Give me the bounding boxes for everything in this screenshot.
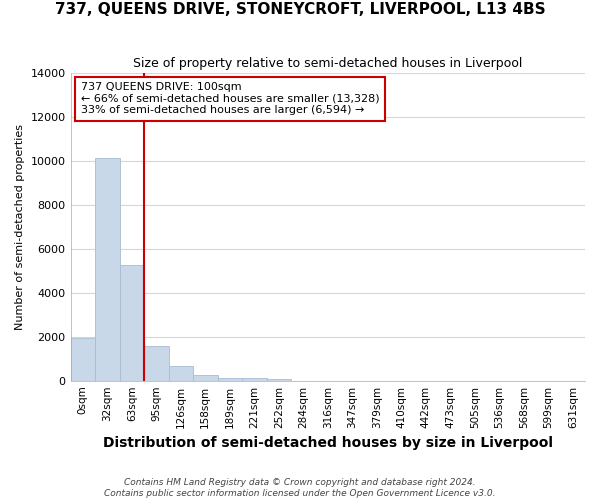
Y-axis label: Number of semi-detached properties: Number of semi-detached properties bbox=[15, 124, 25, 330]
X-axis label: Distribution of semi-detached houses by size in Liverpool: Distribution of semi-detached houses by … bbox=[103, 436, 553, 450]
Bar bbox=[95, 158, 119, 380]
Bar bbox=[119, 264, 144, 380]
Bar bbox=[242, 378, 266, 380]
Text: Contains HM Land Registry data © Crown copyright and database right 2024.
Contai: Contains HM Land Registry data © Crown c… bbox=[104, 478, 496, 498]
Bar bbox=[193, 375, 218, 380]
Bar bbox=[71, 338, 95, 380]
Bar bbox=[169, 366, 193, 380]
Title: Size of property relative to semi-detached houses in Liverpool: Size of property relative to semi-detach… bbox=[133, 58, 523, 70]
Bar bbox=[218, 378, 242, 380]
Text: 737 QUEENS DRIVE: 100sqm
← 66% of semi-detached houses are smaller (13,328)
33% : 737 QUEENS DRIVE: 100sqm ← 66% of semi-d… bbox=[81, 82, 379, 116]
Text: 737, QUEENS DRIVE, STONEYCROFT, LIVERPOOL, L13 4BS: 737, QUEENS DRIVE, STONEYCROFT, LIVERPOO… bbox=[55, 2, 545, 18]
Bar bbox=[144, 346, 169, 380]
